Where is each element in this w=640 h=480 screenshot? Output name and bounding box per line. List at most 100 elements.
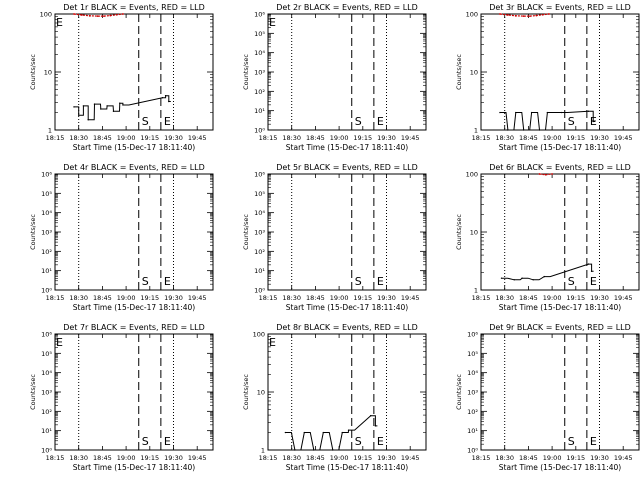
x-tick-label: 19:15: [140, 134, 159, 142]
panel-title: Det 3r BLACK = Events, RED = LLD: [489, 3, 631, 12]
panel-det-9r: Det 9r BLACK = Events, RED = LLD Counts/s…: [455, 323, 640, 472]
end-marker: E: [269, 16, 276, 29]
x-tick-label: 18:45: [93, 454, 112, 462]
end-marker: E: [377, 115, 384, 128]
x-tick-label: 19:15: [353, 294, 372, 302]
y-tick-label: 10¹: [41, 267, 52, 275]
x-tick-label: 19:30: [164, 134, 183, 142]
y-tick-label: 10⁰: [41, 287, 52, 295]
x-tick-label: 18:15: [472, 294, 491, 302]
x-tick-label: 18:15: [46, 454, 65, 462]
series-events-point: [164, 95, 167, 97]
series-events-point: [530, 111, 533, 114]
x-tick-label: 19:45: [401, 134, 420, 142]
series-events-point: [507, 129, 509, 131]
series-events-point: [370, 415, 372, 417]
series-events-line: [501, 263, 594, 281]
end-marker: E: [377, 435, 384, 448]
x-tick-label: 18:45: [306, 294, 325, 302]
x-tick-label: 18:45: [519, 454, 538, 462]
y-tick-label: 1: [474, 127, 478, 135]
x-tick-label: 19:30: [377, 294, 396, 302]
end-marker: E: [164, 115, 171, 128]
x-tick-label: 19:00: [117, 134, 136, 142]
panel-det-4r: Det 4r BLACK = Events, RED = LLD Counts/s…: [29, 163, 214, 312]
y-tick-label: 10²: [254, 88, 265, 96]
y-tick-label: 10³: [467, 389, 478, 397]
x-tick-label: 19:00: [330, 454, 349, 462]
y-axis-label: Counts/sec: [242, 374, 250, 410]
start-marker: S: [355, 275, 362, 288]
panel-det-1r: Det 1r BLACK = Events, RED = LLD Counts/s…: [29, 3, 214, 152]
x-axis-label: Start Time (15-Dec-17 18:11:40): [286, 463, 408, 472]
series-events-point: [538, 129, 541, 131]
series-events-point: [332, 449, 334, 451]
x-tick-label: 19:45: [401, 454, 420, 462]
panel-det-6r: Det 6r BLACK = Events, RED = LLD Counts/s…: [455, 163, 640, 312]
y-tick-label: 10⁶: [254, 171, 265, 179]
x-tick-label: 19:00: [117, 454, 136, 462]
x-tick-label: 18:45: [519, 134, 538, 142]
y-tick-label: 10⁴: [41, 369, 52, 377]
panel-title: Det 6r BLACK = Events, RED = LLD: [489, 163, 631, 172]
x-tick-label: 19:30: [590, 134, 609, 142]
panel-title: Det 4r BLACK = Events, RED = LLD: [63, 163, 205, 172]
series-lld-point: [535, 14, 538, 17]
series-events-point: [112, 110, 115, 113]
x-tick-label: 18:45: [93, 294, 112, 302]
series-events-point: [522, 129, 525, 131]
y-axis-label: Counts/sec: [242, 214, 250, 250]
x-tick-label: 19:15: [353, 454, 372, 462]
y-tick-label: 10²: [467, 408, 478, 416]
start-marker: S: [142, 275, 149, 288]
y-tick-label: 100: [466, 11, 478, 19]
end-marker: E: [590, 275, 597, 288]
x-tick-label: 18:15: [259, 294, 278, 302]
x-tick-label: 18:45: [306, 454, 325, 462]
x-tick-label: 18:30: [282, 134, 301, 142]
x-tick-label: 18:15: [472, 454, 491, 462]
start-marker: S: [355, 435, 362, 448]
series-lld-point: [529, 15, 531, 18]
y-tick-label: 10⁵: [254, 190, 265, 198]
series-events-point: [87, 119, 89, 121]
x-tick-label: 18:30: [69, 294, 88, 302]
series-events-point: [341, 431, 343, 434]
panel-det-3r: Det 3r BLACK = Events, RED = LLD Counts/s…: [455, 3, 640, 152]
end-marker: E: [164, 435, 171, 448]
series-events-point: [294, 449, 296, 451]
panel-det-7r: Det 7r BLACK = Events, RED = LLD Counts/s…: [29, 323, 214, 472]
x-tick-label: 18:15: [472, 134, 491, 142]
start-marker: S: [568, 115, 575, 128]
x-tick-label: 19:45: [614, 454, 633, 462]
series-events-point: [499, 111, 501, 114]
x-axis-label: Start Time (15-Dec-17 18:11:40): [73, 303, 195, 312]
series-events-point: [513, 279, 515, 281]
x-tick-label: 19:45: [401, 294, 420, 302]
x-axis-label: Start Time (15-Dec-17 18:11:40): [73, 143, 195, 152]
x-tick-label: 19:30: [590, 294, 609, 302]
x-axis-label: Start Time (15-Dec-17 18:11:40): [499, 463, 621, 472]
y-tick-label: 10⁵: [41, 190, 52, 198]
x-tick-label: 19:30: [377, 454, 396, 462]
x-tick-label: 18:45: [519, 294, 538, 302]
x-tick-label: 19:15: [566, 454, 585, 462]
y-tick-label: 10⁵: [254, 30, 265, 38]
series-events-line: [500, 110, 596, 131]
x-tick-label: 19:00: [117, 294, 136, 302]
series-events-point: [592, 120, 594, 123]
series-events-point: [161, 97, 164, 99]
x-tick-label: 19:15: [566, 134, 585, 142]
end-marker: E: [590, 435, 597, 448]
y-tick-label: 10⁶: [254, 11, 265, 19]
y-tick-label: 10⁴: [254, 209, 265, 217]
series-events-point: [515, 111, 517, 114]
x-tick-label: 18:45: [306, 134, 325, 142]
y-tick-label: 10¹: [467, 427, 478, 435]
x-axis-label: Start Time (15-Dec-17 18:11:40): [286, 303, 408, 312]
panel-title: Det 5r BLACK = Events, RED = LLD: [276, 163, 418, 172]
series-events-point: [560, 111, 563, 114]
x-tick-label: 18:15: [259, 454, 278, 462]
panel-title: Det 9r BLACK = Events, RED = LLD: [489, 323, 631, 332]
